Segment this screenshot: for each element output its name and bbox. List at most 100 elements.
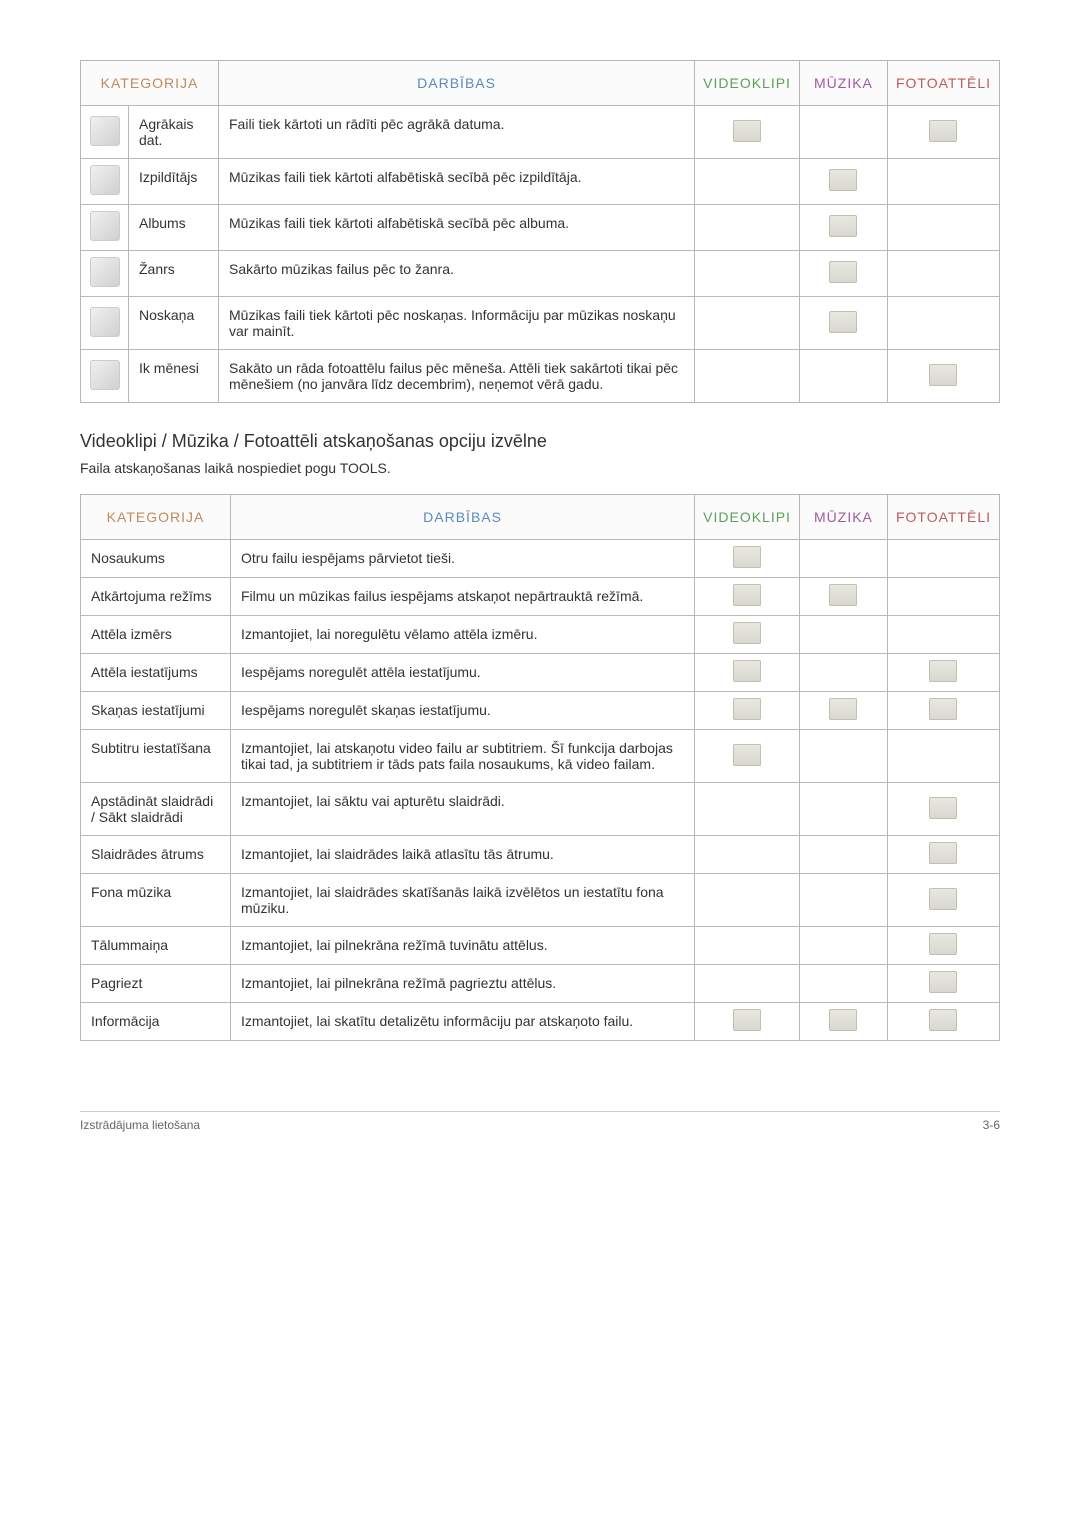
photo-check <box>887 297 999 350</box>
check-icon <box>733 546 761 568</box>
music-check <box>799 297 887 350</box>
music-check <box>799 692 887 730</box>
heading-text: Videoklipi / Mūzika / Fotoattēli atskaņo… <box>80 431 547 451</box>
photo-check <box>887 540 999 578</box>
music-check <box>799 1003 887 1041</box>
col-header-photo: FOTOATTĒLI <box>887 61 999 106</box>
music-check <box>799 874 887 927</box>
footer-left: Izstrādājuma lietošana <box>80 1118 200 1132</box>
photo-check <box>887 205 999 251</box>
photo-check <box>887 616 999 654</box>
category-icon-cell <box>81 106 129 159</box>
check-icon <box>733 744 761 766</box>
check-icon <box>733 1009 761 1031</box>
category-icon-cell <box>81 159 129 205</box>
table-row: PagrieztIzmantojiet, lai pilnekrāna režī… <box>81 965 1000 1003</box>
action-text: Sakārto mūzikas failus pēc to žanra. <box>219 251 695 297</box>
category-label: Skaņas iestatījumi <box>81 692 231 730</box>
video-check <box>695 654 800 692</box>
action-text: Izmantojiet, lai noregulētu vēlamo attēl… <box>231 616 695 654</box>
check-icon <box>733 584 761 606</box>
category-label: Fona mūzika <box>81 874 231 927</box>
table-row: IzpildītājsMūzikas faili tiek kārtoti al… <box>81 159 1000 205</box>
video-check <box>695 874 800 927</box>
check-icon <box>733 622 761 644</box>
check-icon <box>929 888 957 910</box>
action-text: Sakāto un rāda fotoattēlu failus pēc mēn… <box>219 350 695 403</box>
check-icon <box>829 584 857 606</box>
table-row: Attēla iestatījumsIespējams noregulēt at… <box>81 654 1000 692</box>
photo-check <box>887 730 999 783</box>
table-row: NoskaņaMūzikas faili tiek kārtoti pēc no… <box>81 297 1000 350</box>
check-icon <box>829 311 857 333</box>
check-icon <box>829 1009 857 1031</box>
photo-check <box>887 783 999 836</box>
col-header-music: MŪZIKA <box>799 495 887 540</box>
table-row: Subtitru iestatīšanaIzmantojiet, lai ats… <box>81 730 1000 783</box>
action-text: Izmantojiet, lai skatītu detalizētu info… <box>231 1003 695 1041</box>
photo-check <box>887 578 999 616</box>
table-header-row: KATEGORIJA DARBĪBAS VIDEOKLIPI MŪZIKA FO… <box>81 495 1000 540</box>
photo-check <box>887 965 999 1003</box>
check-icon <box>929 120 957 142</box>
music-check <box>799 350 887 403</box>
category-icon-cell <box>81 297 129 350</box>
col-header-category: KATEGORIJA <box>81 61 219 106</box>
video-check <box>695 965 800 1003</box>
photo-check <box>887 654 999 692</box>
action-text: Izmantojiet, lai atskaņotu video failu a… <box>231 730 695 783</box>
check-icon <box>733 698 761 720</box>
video-check <box>695 836 800 874</box>
video-check <box>695 106 800 159</box>
check-icon <box>929 842 957 864</box>
check-icon <box>929 933 957 955</box>
category-icon <box>90 257 120 287</box>
video-check <box>695 730 800 783</box>
action-text: Iespējams noregulēt skaņas iestatījumu. <box>231 692 695 730</box>
table-row: Ik mēnesiSakāto un rāda fotoattēlu failu… <box>81 350 1000 403</box>
video-check <box>695 350 800 403</box>
col-header-photo: FOTOATTĒLI <box>887 495 999 540</box>
music-check <box>799 965 887 1003</box>
table-row: Fona mūzikaIzmantojiet, lai slaidrādes s… <box>81 874 1000 927</box>
page-footer: Izstrādājuma lietošana 3-6 <box>80 1111 1000 1132</box>
music-check <box>799 159 887 205</box>
table-row: Apstādināt slaidrādi / Sākt slaidrādiIzm… <box>81 783 1000 836</box>
music-check <box>799 205 887 251</box>
check-icon <box>929 660 957 682</box>
table-row: Attēla izmērsIzmantojiet, lai noregulētu… <box>81 616 1000 654</box>
video-check <box>695 1003 800 1041</box>
music-check <box>799 540 887 578</box>
col-header-actions: DARBĪBAS <box>231 495 695 540</box>
check-icon <box>929 797 957 819</box>
category-label: Agrākais dat. <box>129 106 219 159</box>
category-label: Tālummaiņa <box>81 927 231 965</box>
category-icon-cell <box>81 350 129 403</box>
check-icon <box>733 120 761 142</box>
category-icon-cell <box>81 205 129 251</box>
action-text: Mūzikas faili tiek kārtoti pēc noskaņas.… <box>219 297 695 350</box>
music-check <box>799 251 887 297</box>
playback-options-table: KATEGORIJA DARBĪBAS VIDEOKLIPI MŪZIKA FO… <box>80 494 1000 1041</box>
check-icon <box>829 261 857 283</box>
category-label: Informācija <box>81 1003 231 1041</box>
table-row: TālummaiņaIzmantojiet, lai pilnekrāna re… <box>81 927 1000 965</box>
check-icon <box>829 169 857 191</box>
action-text: Iespējams noregulēt attēla iestatījumu. <box>231 654 695 692</box>
section-subtitle: Faila atskaņošanas laikā nospiediet pogu… <box>80 460 1000 476</box>
category-label: Slaidrādes ātrums <box>81 836 231 874</box>
video-check <box>695 692 800 730</box>
sort-options-table: KATEGORIJA DARBĪBAS VIDEOKLIPI MŪZIKA FO… <box>80 60 1000 403</box>
photo-check <box>887 159 999 205</box>
category-icon <box>90 360 120 390</box>
section-heading: Videoklipi / Mūzika / Fotoattēli atskaņo… <box>80 431 1000 452</box>
action-text: Izmantojiet, lai sāktu vai apturētu slai… <box>231 783 695 836</box>
check-icon <box>929 1009 957 1031</box>
category-label: Žanrs <box>129 251 219 297</box>
table-row: AlbumsMūzikas faili tiek kārtoti alfabēt… <box>81 205 1000 251</box>
category-icon <box>90 165 120 195</box>
category-label: Izpildītājs <box>129 159 219 205</box>
action-text: Izmantojiet, lai pilnekrāna režīmā pagri… <box>231 965 695 1003</box>
check-icon <box>929 971 957 993</box>
action-text: Izmantojiet, lai pilnekrāna režīmā tuvin… <box>231 927 695 965</box>
